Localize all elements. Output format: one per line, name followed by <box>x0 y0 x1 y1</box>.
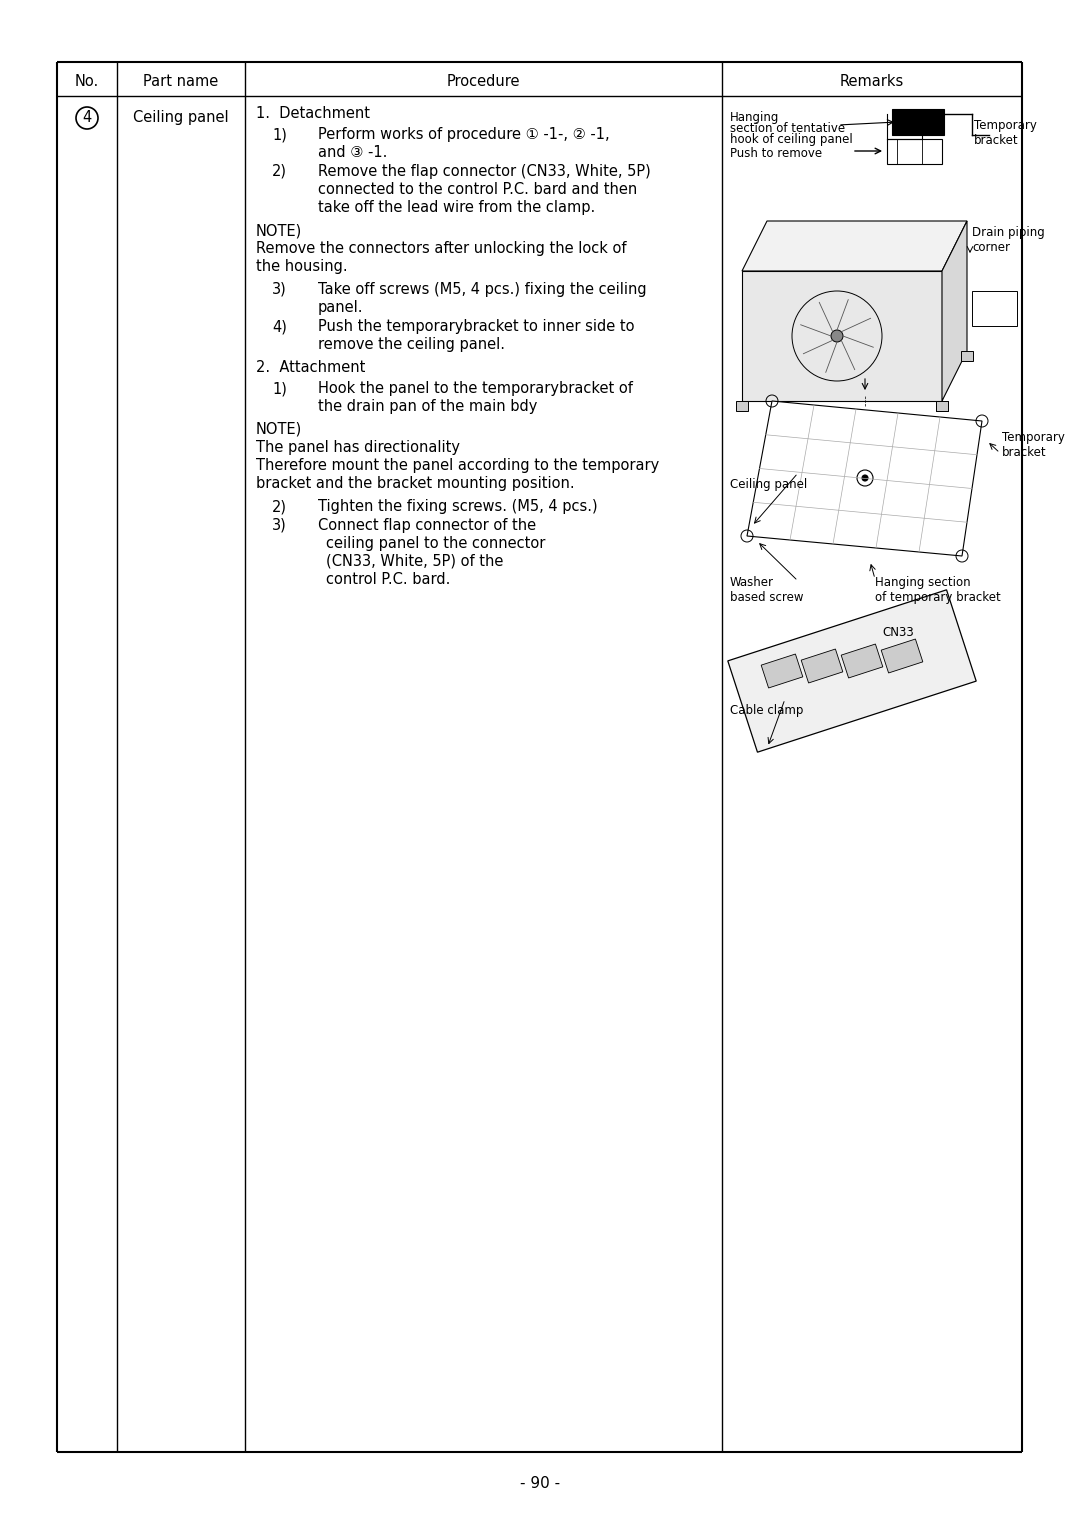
Text: (CN33, White, 5P) of the: (CN33, White, 5P) of the <box>326 554 503 569</box>
Text: Hook the panel to the temporarybracket of: Hook the panel to the temporarybracket o… <box>318 381 633 396</box>
Text: Ceiling panel: Ceiling panel <box>133 110 229 125</box>
Polygon shape <box>747 401 982 557</box>
Text: Push the temporarybracket to inner side to: Push the temporarybracket to inner side … <box>318 319 635 334</box>
Text: the housing.: the housing. <box>256 259 348 274</box>
Polygon shape <box>761 654 802 688</box>
Text: Tighten the fixing screws. (M5, 4 pcs.): Tighten the fixing screws. (M5, 4 pcs.) <box>318 499 597 514</box>
Text: Hanging: Hanging <box>730 111 780 124</box>
Text: The panel has directionality: The panel has directionality <box>256 441 460 454</box>
Polygon shape <box>942 221 967 401</box>
Text: Remove the connectors after unlocking the lock of: Remove the connectors after unlocking th… <box>256 241 626 256</box>
Text: Connect flap connector of the: Connect flap connector of the <box>318 518 536 534</box>
Text: 1): 1) <box>272 127 287 142</box>
Text: Remarks: Remarks <box>840 75 904 90</box>
Text: Part name: Part name <box>144 75 218 90</box>
Text: the drain pan of the main bdy: the drain pan of the main bdy <box>318 400 538 413</box>
Text: take off the lead wire from the clamp.: take off the lead wire from the clamp. <box>318 200 595 215</box>
Text: 2.  Attachment: 2. Attachment <box>256 360 365 375</box>
Text: Remove the flap connector (CN33, White, 5P): Remove the flap connector (CN33, White, … <box>318 165 651 178</box>
Polygon shape <box>742 271 942 401</box>
Text: 4: 4 <box>82 110 92 125</box>
Text: Cable clamp: Cable clamp <box>730 705 804 717</box>
Text: hook of ceiling panel: hook of ceiling panel <box>730 133 853 146</box>
Text: connected to the control P.C. bard and then: connected to the control P.C. bard and t… <box>318 181 637 197</box>
Text: 3): 3) <box>272 518 287 534</box>
Text: Therefore mount the panel according to the temporary: Therefore mount the panel according to t… <box>256 458 659 473</box>
Bar <box>936 401 948 412</box>
Text: Ceiling panel: Ceiling panel <box>730 477 807 491</box>
Bar <box>936 401 948 412</box>
Text: 2): 2) <box>272 165 287 178</box>
Text: CN33: CN33 <box>882 625 914 639</box>
Text: panel.: panel. <box>318 300 364 316</box>
Text: 4): 4) <box>272 319 287 334</box>
Text: No.: No. <box>75 75 99 90</box>
Polygon shape <box>881 639 922 673</box>
Text: NOTE): NOTE) <box>256 422 302 438</box>
Text: Take off screws (M5, 4 pcs.) fixing the ceiling: Take off screws (M5, 4 pcs.) fixing the … <box>318 282 647 297</box>
Text: 1): 1) <box>272 381 287 396</box>
Text: remove the ceiling panel.: remove the ceiling panel. <box>318 337 505 352</box>
Bar <box>892 108 944 136</box>
Text: Washer
based screw: Washer based screw <box>730 576 804 604</box>
Polygon shape <box>841 644 882 679</box>
Bar <box>972 291 1017 326</box>
Polygon shape <box>728 590 976 752</box>
Text: Push to remove: Push to remove <box>730 146 822 160</box>
Bar <box>735 401 748 412</box>
Text: and ③ -1.: and ③ -1. <box>318 145 388 160</box>
Polygon shape <box>742 221 967 271</box>
Text: section of tentative: section of tentative <box>730 122 846 136</box>
Text: - 90 -: - 90 - <box>519 1476 561 1490</box>
Text: 2): 2) <box>272 499 287 514</box>
Text: Temporary
bracket: Temporary bracket <box>1002 432 1065 459</box>
Text: ceiling panel to the connector: ceiling panel to the connector <box>326 535 545 551</box>
Text: Drain piping
corner: Drain piping corner <box>972 226 1044 255</box>
Circle shape <box>862 474 868 480</box>
Bar <box>961 351 973 361</box>
Circle shape <box>831 329 843 342</box>
Text: 3): 3) <box>272 282 287 297</box>
Text: Perform works of procedure ① -1-, ② -1,: Perform works of procedure ① -1-, ② -1, <box>318 127 609 142</box>
Text: NOTE): NOTE) <box>256 223 302 238</box>
Text: control P.C. bard.: control P.C. bard. <box>326 572 450 587</box>
Text: Procedure: Procedure <box>447 75 521 90</box>
Bar <box>887 139 942 165</box>
Text: Temporary
bracket: Temporary bracket <box>974 119 1037 146</box>
Text: 1.  Detachment: 1. Detachment <box>256 107 370 120</box>
Polygon shape <box>801 650 842 683</box>
Text: Hanging section
of temporary bracket: Hanging section of temporary bracket <box>875 576 1001 604</box>
Text: bracket and the bracket mounting position.: bracket and the bracket mounting positio… <box>256 476 575 491</box>
